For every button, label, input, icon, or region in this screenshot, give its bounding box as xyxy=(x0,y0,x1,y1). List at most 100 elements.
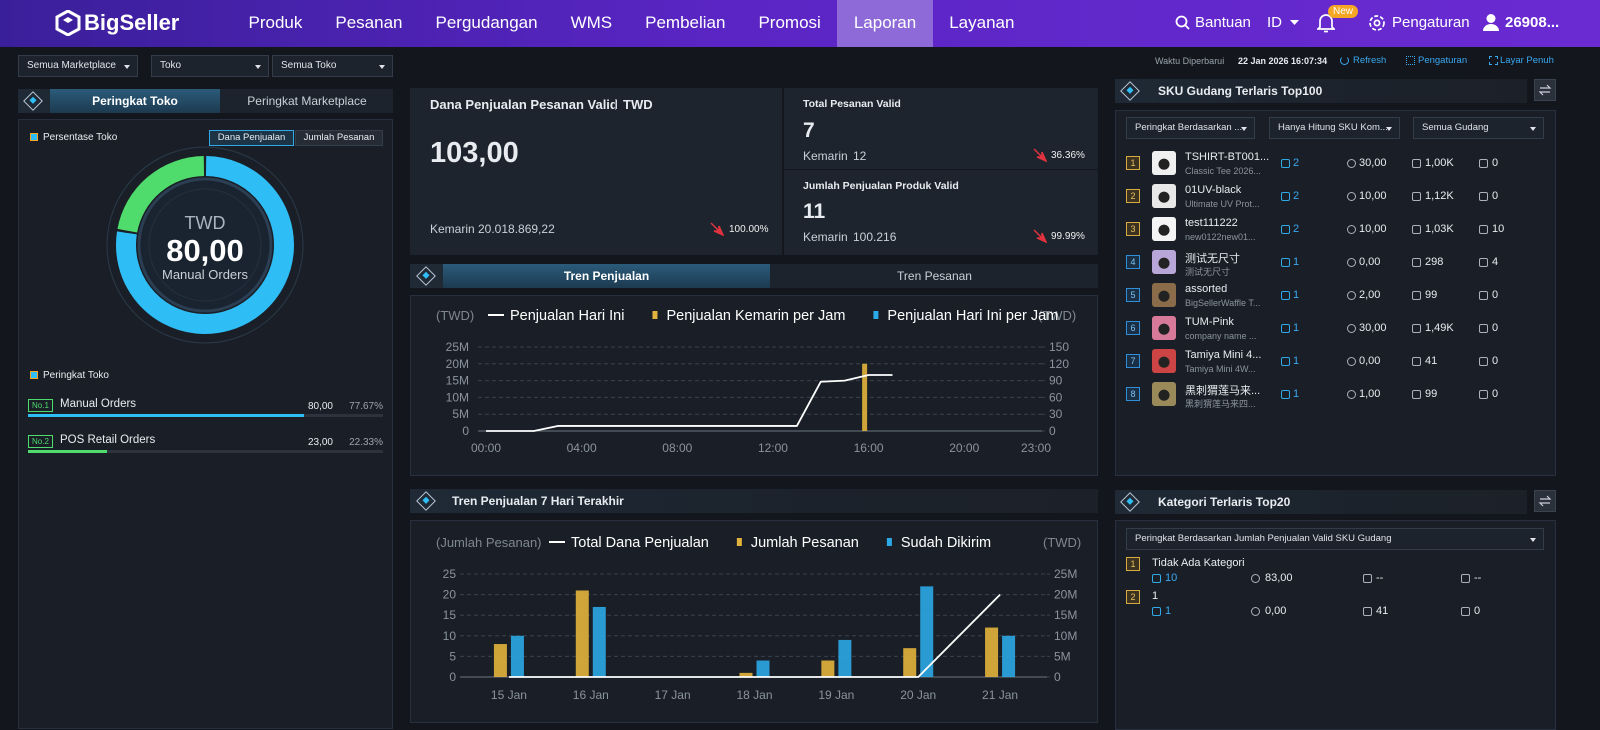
kpi-change: 99.99% xyxy=(1051,231,1085,242)
product-image xyxy=(1152,184,1176,208)
x-tick-label: 00:00 xyxy=(471,441,501,455)
category-rank-filter[interactable]: Peringkat Berdasarkan Jumlah Penjualan V… xyxy=(1126,528,1544,550)
product-image xyxy=(1152,349,1176,373)
donut-inner-ring xyxy=(148,188,262,302)
x-tick-label: 16:00 xyxy=(854,441,884,455)
tab[interactable]: Peringkat Toko xyxy=(50,89,220,113)
legend-label[interactable]: Sudah Dikirim xyxy=(901,535,991,551)
rank: 8 xyxy=(1126,387,1140,401)
rank-by-filter[interactable]: Peringkat Berdasarkan ... xyxy=(1126,117,1255,139)
orders: 1 xyxy=(1165,605,1172,617)
nav-item[interactable]: Pembelian xyxy=(645,13,726,32)
ranking-title: Peringkat Toko xyxy=(43,370,109,381)
bar xyxy=(862,363,868,431)
tab[interactable]: Peringkat Marketplace xyxy=(221,89,393,113)
bar xyxy=(510,635,524,677)
user-name[interactable]: 26908... xyxy=(1505,14,1560,31)
nav-item[interactable]: Produk xyxy=(248,13,303,32)
product-name: new0122new01... xyxy=(1185,232,1256,242)
sku-code: test111222 xyxy=(1185,217,1238,229)
rank: 3 xyxy=(1126,222,1140,236)
rank: 1 xyxy=(1126,557,1140,571)
help-link[interactable]: Bantuan xyxy=(1195,14,1251,31)
legend-label[interactable]: Jumlah Pesanan xyxy=(751,535,859,551)
settings-button[interactable]: Pengaturan xyxy=(1418,55,1468,66)
tab[interactable]: Tren Penjualan xyxy=(443,264,770,288)
nav-item[interactable]: Layanan xyxy=(949,13,1015,32)
rank: 2 xyxy=(1126,189,1140,203)
compare-value: 100.216 xyxy=(853,230,897,244)
toggle-option[interactable]: Jumlah Pesanan xyxy=(295,130,383,146)
sku-type-filter[interactable]: Hanya Hitung SKU Kom... xyxy=(1269,117,1400,139)
sku-row: 5 assorted BigSellerWaffle T... 1 2,00 99 0 xyxy=(1115,280,1556,312)
kpi-title: Total Pesanan Valid xyxy=(803,98,901,110)
legend-label[interactable]: Penjualan Hari Ini xyxy=(510,308,624,324)
x-tick-label: 17 Jan xyxy=(655,688,691,702)
compare-label: Kemarin xyxy=(803,230,848,244)
legend-swatch xyxy=(873,311,879,319)
y2-tick-label: 25M xyxy=(1054,567,1077,581)
nav-item[interactable]: Promosi xyxy=(758,13,821,32)
x-tick-label: 21 Jan xyxy=(982,688,1018,702)
stock: 1,49K xyxy=(1425,322,1454,334)
refresh-icon xyxy=(1340,56,1349,65)
x-tick-label: 23:00 xyxy=(1021,441,1051,455)
toggle-option[interactable]: Dana Penjualan xyxy=(209,130,294,146)
sales: 30,00 xyxy=(1359,322,1387,334)
nav-item[interactable]: WMS xyxy=(570,13,613,32)
stock: 298 xyxy=(1425,256,1444,268)
fullscreen-button[interactable]: Layar Penuh xyxy=(1500,55,1554,66)
y-axis-label: (Jumlah Pesanan) xyxy=(436,535,542,550)
bar xyxy=(903,648,917,677)
legend-label[interactable]: Penjualan Kemarin per Jam xyxy=(666,308,845,324)
sku-code: 01UV-black xyxy=(1185,184,1242,196)
marketplace-filter[interactable]: Semua Marketplace xyxy=(18,55,138,77)
orders-icon xyxy=(1281,159,1290,168)
nav-item[interactable]: Pergudangan xyxy=(435,13,538,32)
warehouse-filter[interactable]: Semua Gudang xyxy=(1413,117,1544,139)
y-tick-label: 25 xyxy=(443,567,457,581)
settings-icon xyxy=(1369,15,1385,31)
x-tick-label: 19 Jan xyxy=(818,688,854,702)
orders-icon xyxy=(1281,390,1290,399)
line xyxy=(508,593,1001,678)
y-tick-label: 5M xyxy=(452,407,469,421)
x-tick-label: 20:00 xyxy=(949,441,979,455)
sales-icon xyxy=(1251,607,1260,616)
legend-label[interactable]: Total Dana Penjualan xyxy=(571,535,709,551)
sku-row: 7 Tamiya Mini 4... Tamiya Mini 4W... 1 0,00 4… xyxy=(1115,346,1556,378)
sales: 10,00 xyxy=(1359,223,1387,235)
orders-icon xyxy=(1152,607,1161,616)
ranking-list: No.1 Manual Orders 80,00 77.67% No.2 POS Reta… xyxy=(28,398,383,478)
x-tick-label: 20 Jan xyxy=(900,688,936,702)
orders-icon xyxy=(1152,574,1161,583)
updated-label: Waktu Diperbarui xyxy=(1155,56,1225,66)
nav-item[interactable]: Laporan xyxy=(837,0,933,47)
donut-segment xyxy=(117,156,205,233)
compare-label: Kemarin xyxy=(430,222,475,236)
settings-link[interactable]: Pengaturan xyxy=(1392,14,1470,31)
sku-code: 测试无尺寸 xyxy=(1185,253,1240,265)
refresh-button[interactable]: Refresh xyxy=(1353,55,1387,66)
switch-button[interactable] xyxy=(1534,79,1556,101)
stock-icon xyxy=(1412,291,1421,300)
sku-row: 1 TSHIRT-BT001... Classic Tee 2026... 2 30,0… xyxy=(1115,148,1556,180)
kpi-title: Jumlah Penjualan Produk Valid xyxy=(803,180,959,192)
nav-item[interactable]: Pesanan xyxy=(335,13,403,32)
store-filter[interactable]: Semua Toko xyxy=(272,55,393,77)
ranking-row: No.1 Manual Orders 80,00 77.67% xyxy=(28,398,383,428)
y-tick-label: 20M xyxy=(446,357,469,371)
search-icon xyxy=(1175,15,1190,30)
stock: -- xyxy=(1376,572,1384,584)
switch-button[interactable] xyxy=(1534,490,1556,512)
language-select[interactable]: ID xyxy=(1267,14,1282,31)
product-name: Tamiya Mini 4W... xyxy=(1185,364,1256,374)
y-tick-label: 15M xyxy=(446,374,469,388)
category-name: Tidak Ada Kategori xyxy=(1152,557,1245,569)
bar xyxy=(592,606,606,677)
stock: 41 xyxy=(1376,605,1389,617)
tab[interactable]: Tren Pesanan xyxy=(771,264,1098,288)
legend-label[interactable]: Penjualan Hari Ini per Jam xyxy=(887,308,1058,324)
store-type-filter[interactable]: Toko xyxy=(151,55,269,77)
